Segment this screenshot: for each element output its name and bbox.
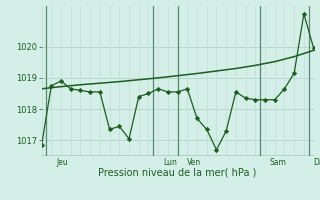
X-axis label: Pression niveau de la mer( hPa ): Pression niveau de la mer( hPa ) bbox=[99, 167, 257, 177]
Text: Ven: Ven bbox=[187, 158, 201, 167]
Text: Lun: Lun bbox=[163, 158, 177, 167]
Text: Dim: Dim bbox=[314, 158, 320, 167]
Text: Sam: Sam bbox=[270, 158, 287, 167]
Text: Jeu: Jeu bbox=[56, 158, 68, 167]
